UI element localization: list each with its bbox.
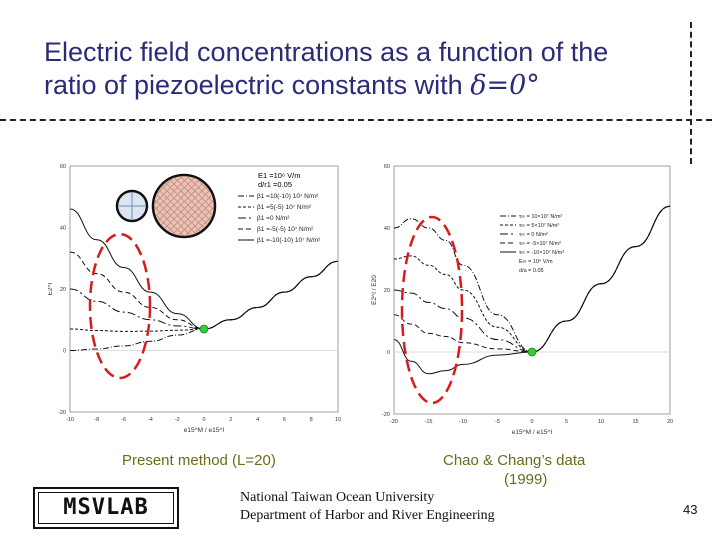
highlight-ellipse [400,215,464,405]
legend-entry: τ∞ = -5×10⁷ N/m² [519,240,561,247]
y-tick-label: 0 [387,350,390,356]
series-line-3 [69,260,339,330]
series-line-5 [393,205,671,375]
x-tick-label: 8 [310,417,313,423]
x-tick-label: 4 [256,417,259,423]
legend-entry: τ∞ = 0 N/m² [519,232,548,238]
x-tick-label: 5 [565,419,568,425]
title-line-1: Electric field concentrations as a funct… [44,37,609,67]
x-tick-label: 10 [598,419,604,425]
y-axis-label: E2^I / E20 [371,275,378,305]
series-line-1 [69,260,339,351]
legend-entry: τ∞ = 5×10⁷ N/m² [519,222,559,229]
y-tick-label: -20 [382,412,390,418]
legend-entry: β1 =-5(-5) 10⁷ N/m² [257,226,314,233]
legend-entry: β1 =10(-10) 10⁷ N/m² [257,193,319,200]
highlight-ellipse [88,232,152,380]
x-tick-label: -2 [175,417,180,423]
x-tick-label: -20 [390,419,398,425]
dashed-divider-horizontal [0,119,712,121]
caption-chao-chang: Chao & Chang’s data [443,452,586,469]
plot-frame: -20 -15 -10 -5 0 5 10 15 20 60 40 20 0 -20 e15^M / e15… [371,164,673,436]
page-number: 43 [683,502,698,517]
large-fiber-hatch [154,176,214,236]
x-tick-label: 0 [202,417,205,423]
footer-department: Department of Harbor and River Engineeri… [240,508,495,523]
chao-chang-chart: -20 -15 -10 -5 0 5 10 15 20 60 40 20 0 -20 e15^M / e15… [371,164,673,436]
dashed-divider-vertical [690,22,692,164]
plot-border [393,165,671,415]
x-tick-label: -10 [66,417,74,423]
y-tick-label: 60 [384,164,390,170]
x-tick-label: -8 [94,417,99,423]
legend-entry: β1 =5(-5) 10⁷ N/m² [257,204,312,211]
legend-header-2: d/r1 =0.05 [258,180,292,189]
x-tick-label: 10 [335,417,341,423]
x-axis-label: e15^M / e15^I [512,429,553,436]
y-axis-label: E2^I [48,282,54,295]
y-tick-label: 40 [60,226,66,232]
caption-present-method: Present method (L=20) [122,452,276,469]
caption-chao-chang-year: (1999) [504,471,548,488]
title-line-2: ratio of piezoelectric constants with δ=… [44,69,684,102]
angle-symbol: δ=0° [470,70,540,101]
slide-title: Electric field concentrations as a funct… [44,36,684,102]
fiber-inset [115,173,217,239]
y-tick-label: 20 [60,287,66,293]
y-tick-label: 0 [63,349,66,355]
legend-entry: β1 =0 N/m² [257,215,290,222]
title-line-2-text: ratio of piezoelectric constants with [44,70,463,100]
x-tick-label: 15 [632,419,638,425]
legend-header-1: E1 =10⁶ V/m [258,171,300,180]
legend-entry: τ∞ = -10×10⁷ N/m² [519,249,564,256]
x-tick-label: 2 [229,417,232,423]
series-line-4 [393,205,671,353]
convergence-marker [199,324,209,334]
legend: E1 =10⁶ V/m d/r1 =0.05 β1 =10(-10) 10⁷ N… [238,171,321,244]
legend: τ∞ = 10×10⁷ N/m² τ∞ = 5×10⁷ N/m² τ∞ = 0 N/… [500,213,564,274]
series-line-4 [69,251,339,330]
x-tick-label: -5 [495,419,500,425]
legend-entry: β1 =-10(-10) 10⁷ N/m² [257,237,321,244]
x-tick-label: 20 [667,419,673,425]
x-tick-label: 6 [283,417,286,423]
x-tick-label: 0 [530,419,533,425]
legend-entry: d/a = 0.05 [519,268,544,274]
convergence-marker [527,347,537,357]
legend-entry: τ∞ = 10×10⁷ N/m² [519,213,562,220]
y-tick-label: 20 [384,288,390,294]
series-line-2 [69,260,339,332]
x-axis-label: e15^M / e15^I [184,427,225,434]
y-tick-label: -20 [58,410,66,416]
legend-entry: E∞ = 10⁶ V/m [519,258,553,265]
x-tick-label: -10 [459,419,467,425]
x-tick-label: -4 [148,417,153,423]
msvlab-logo: MSVLAB [33,487,179,529]
footer-university: National Taiwan Ocean University [240,490,435,505]
logo-text: MSVLAB [63,495,149,520]
x-tick-label: -6 [121,417,126,423]
series-group [69,208,339,351]
x-tick-label: -15 [425,419,433,425]
y-tick-label: 40 [384,226,390,232]
series-group [393,205,671,375]
y-tick-label: 60 [60,164,66,170]
